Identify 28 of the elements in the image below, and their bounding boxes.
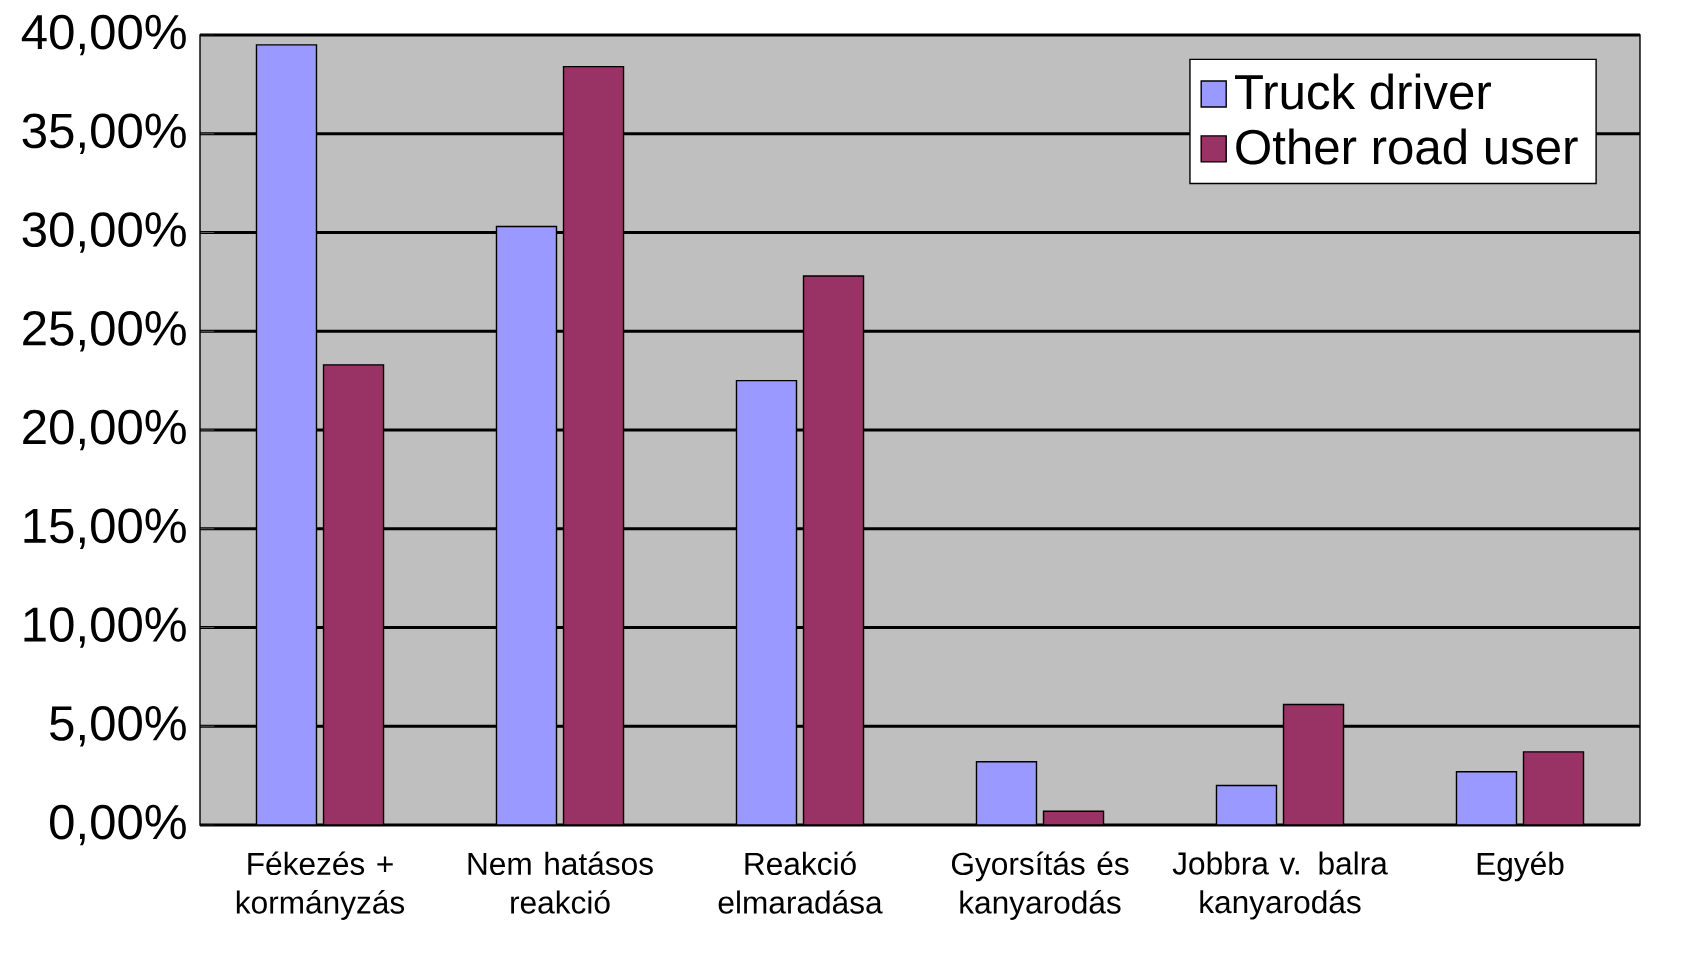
- y-tick-label: 40,00%: [21, 14, 186, 56]
- bar: [802, 275, 865, 825]
- x-tick-label: Jobbra v. balra kanyarodás: [1172, 851, 1388, 920]
- bar: [1282, 703, 1345, 825]
- bar: [495, 225, 558, 825]
- bar: [735, 379, 798, 825]
- x-tick-label: Fékezés + kormányzás: [236, 851, 405, 920]
- y-tick-label: 0,00%: [50, 804, 186, 846]
- y-tick-label: 5,00%: [50, 705, 186, 747]
- bar: [322, 364, 385, 825]
- y-tick-label: 25,00%: [23, 310, 186, 352]
- y-tick-label: 30,00%: [22, 212, 186, 253]
- bar: [1215, 784, 1278, 825]
- x-tick-label: Gyorsítás és kanyarodás: [951, 851, 1129, 920]
- x-tick-label: Nem hatásos reakció: [468, 851, 653, 914]
- bar: [1522, 751, 1585, 825]
- x-tick-label: Egyéb: [1477, 851, 1564, 882]
- y-tick-label: 20,00%: [23, 409, 186, 451]
- bar: [1455, 770, 1518, 825]
- y-tick-label: 15,00%: [24, 508, 186, 550]
- legend-label: Truck driver: [1235, 73, 1491, 110]
- y-tick-label: 35,00%: [22, 113, 186, 155]
- bar: [975, 761, 1038, 825]
- x-tick-label: Reakció elmaradása: [718, 851, 883, 914]
- bar: [562, 65, 625, 825]
- legend-label: Other road user: [1236, 128, 1578, 165]
- bar: [255, 44, 318, 825]
- y-tick-label: 10,00%: [24, 607, 186, 648]
